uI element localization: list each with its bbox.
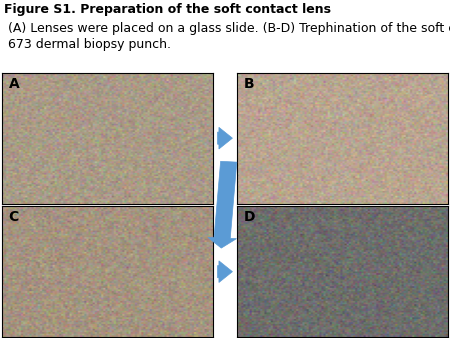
Text: C: C xyxy=(9,210,19,224)
Text: D: D xyxy=(244,210,255,224)
Text: A: A xyxy=(9,77,19,91)
Polygon shape xyxy=(218,261,232,283)
Text: Figure S1. Preparation of the soft contact lens: Figure S1. Preparation of the soft conta… xyxy=(4,3,332,16)
Text: (A) Lenses were placed on a glass slide. (B-D) Trephination of the soft contact : (A) Lenses were placed on a glass slide.… xyxy=(4,22,450,51)
Polygon shape xyxy=(218,127,232,149)
Text: B: B xyxy=(244,77,254,91)
Polygon shape xyxy=(208,161,237,248)
